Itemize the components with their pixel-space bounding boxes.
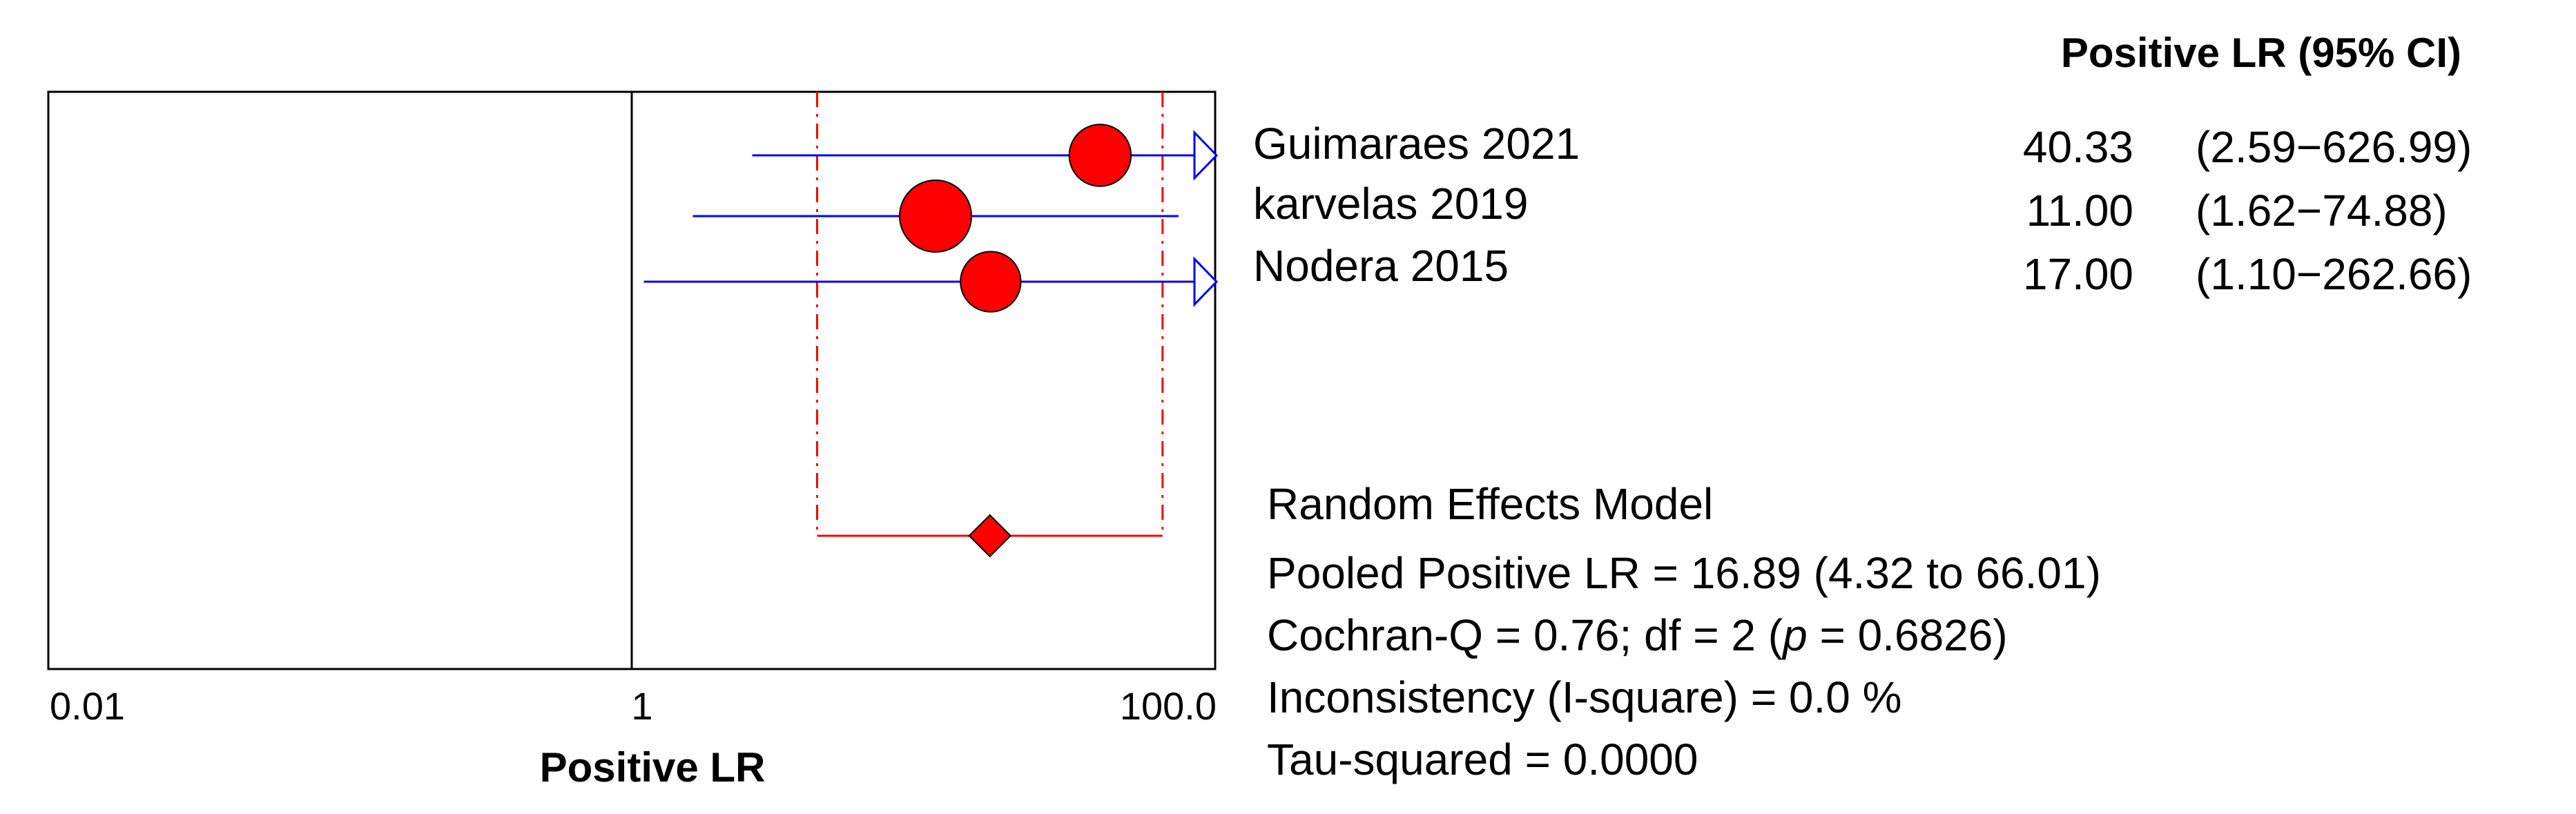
study-estimate: 17.00 <box>2023 249 2133 299</box>
study-ci: (1.10−262.66) <box>2196 249 2472 299</box>
study-estimate: 11.00 <box>2026 186 2133 235</box>
x-tick-label: 0.01 <box>50 684 125 728</box>
cochran-q-prefix: Cochran-Q = 0.76; df = 2 ( <box>1267 610 1783 660</box>
pooled-diamond <box>968 514 1012 558</box>
model-label: Random Effects Model <box>1267 479 1713 529</box>
column-header: Positive LR (95% CI) <box>2061 30 2461 76</box>
x-tick-label: 100.0 <box>1120 684 1217 728</box>
study-point <box>898 180 972 253</box>
study-name: Guimaraes 2021 <box>1253 119 1580 168</box>
study-name: Nodera 2015 <box>1253 241 1509 291</box>
study-marks <box>643 124 1219 313</box>
x-tick-label: 1 <box>631 684 652 728</box>
study-name: karvelas 2019 <box>1253 179 1528 229</box>
study-point <box>960 251 1022 313</box>
inconsistency-text: Inconsistency (I-square) = 0.0 % <box>1267 672 1902 722</box>
truncation-arrow <box>1193 256 1219 307</box>
pooled-estimate-text: Pooled Positive LR = 16.89 (4.32 to 66.0… <box>1267 548 2101 598</box>
cochran-q-text: Cochran-Q = 0.76; df = 2 (p = 0.6826) <box>1267 610 2008 660</box>
truncation-arrow <box>1193 130 1219 181</box>
study-ci: (1.62−74.88) <box>2196 186 2448 235</box>
study-estimate: 40.33 <box>2023 122 2133 172</box>
x-axis-label: Positive LR <box>540 744 766 791</box>
study-point <box>1068 124 1132 187</box>
tau-squared-text: Tau-squared = 0.0000 <box>1267 735 1698 784</box>
study-ci: (2.59−626.99) <box>2196 122 2472 172</box>
cochran-p-symbol: p <box>1781 610 1808 660</box>
cochran-q-suffix: = 0.6826) <box>1808 610 2008 660</box>
